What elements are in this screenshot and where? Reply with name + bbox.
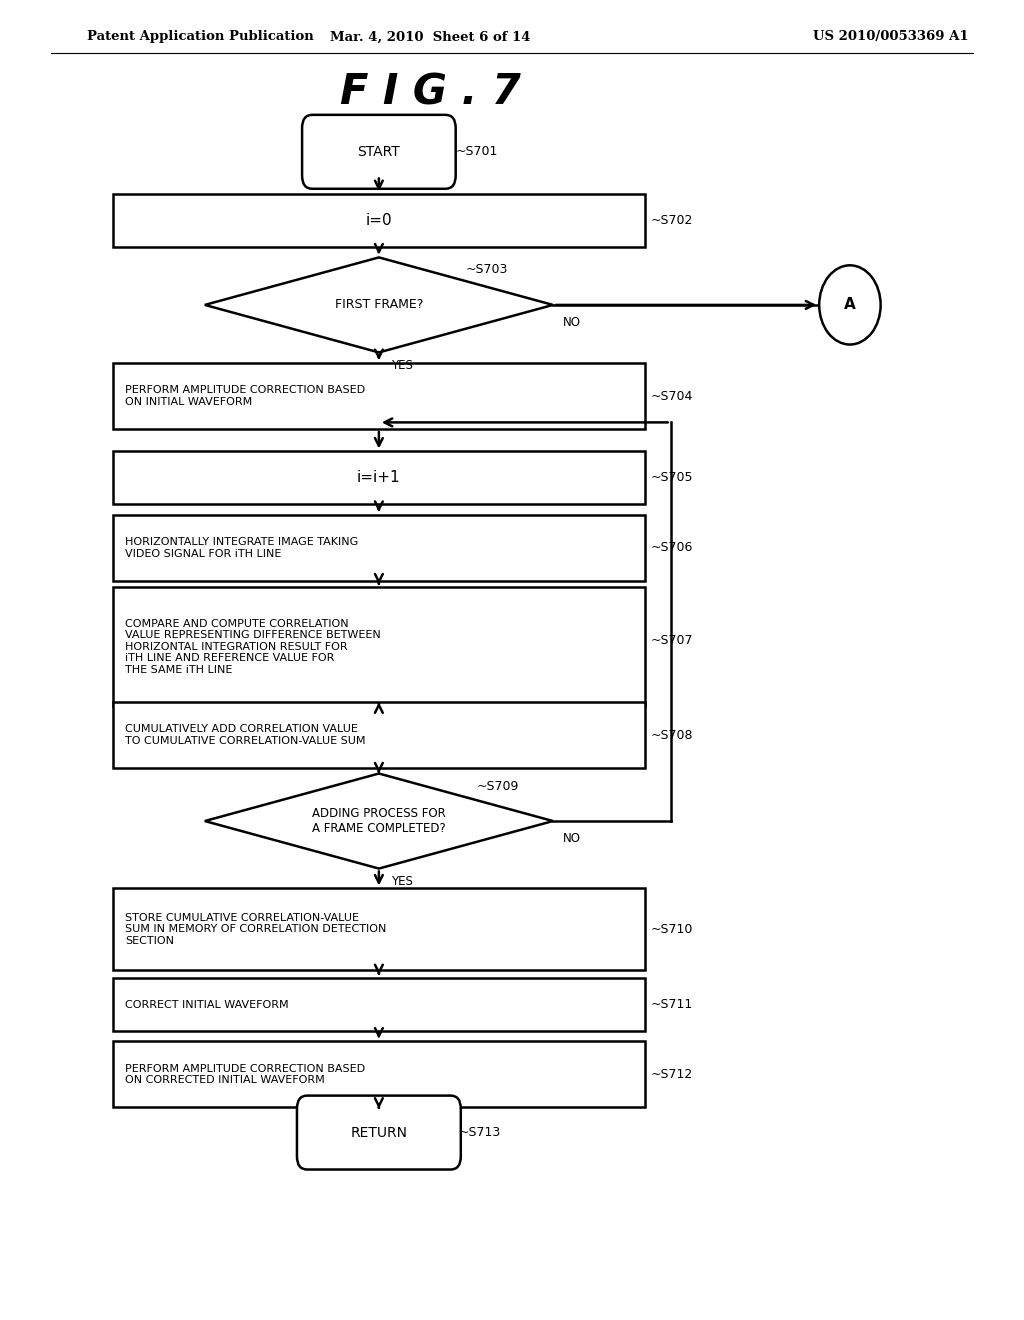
Text: COMPARE AND COMPUTE CORRELATION
VALUE REPRESENTING DIFFERENCE BETWEEN
HORIZONTAL: COMPARE AND COMPUTE CORRELATION VALUE RE…: [125, 619, 381, 675]
Text: YES: YES: [391, 359, 413, 372]
Text: ~S701: ~S701: [456, 145, 498, 158]
Text: ~S707: ~S707: [650, 634, 693, 647]
Text: ~S705: ~S705: [650, 471, 693, 484]
Text: START: START: [357, 145, 400, 158]
Text: ~S711: ~S711: [650, 998, 692, 1011]
Text: RETURN: RETURN: [350, 1126, 408, 1139]
Text: ~S708: ~S708: [650, 729, 693, 742]
Text: ~S706: ~S706: [650, 541, 692, 554]
Text: ~S702: ~S702: [650, 214, 692, 227]
Polygon shape: [205, 257, 553, 352]
Text: ~S704: ~S704: [650, 389, 692, 403]
Text: F I G . 7: F I G . 7: [340, 71, 520, 114]
FancyBboxPatch shape: [113, 702, 645, 768]
Circle shape: [819, 265, 881, 345]
FancyBboxPatch shape: [113, 451, 645, 504]
Text: ~S713: ~S713: [459, 1126, 501, 1139]
Text: CORRECT INITIAL WAVEFORM: CORRECT INITIAL WAVEFORM: [125, 999, 289, 1010]
Text: i=0: i=0: [366, 213, 392, 228]
FancyBboxPatch shape: [113, 587, 645, 706]
Text: NO: NO: [563, 832, 582, 845]
FancyBboxPatch shape: [113, 888, 645, 970]
Text: ~S709: ~S709: [476, 780, 518, 793]
Text: ~S703: ~S703: [466, 263, 508, 276]
FancyBboxPatch shape: [113, 515, 645, 581]
Text: FIRST FRAME?: FIRST FRAME?: [335, 298, 423, 312]
Text: HORIZONTALLY INTEGRATE IMAGE TAKING
VIDEO SIGNAL FOR iTH LINE: HORIZONTALLY INTEGRATE IMAGE TAKING VIDE…: [125, 537, 358, 558]
Text: ~S710: ~S710: [650, 923, 692, 936]
FancyBboxPatch shape: [113, 1041, 645, 1107]
Text: ~S712: ~S712: [650, 1068, 692, 1081]
Text: ADDING PROCESS FOR
A FRAME COMPLETED?: ADDING PROCESS FOR A FRAME COMPLETED?: [312, 807, 445, 836]
Text: YES: YES: [391, 875, 413, 888]
FancyBboxPatch shape: [113, 194, 645, 247]
Polygon shape: [205, 774, 553, 869]
FancyBboxPatch shape: [113, 978, 645, 1031]
FancyBboxPatch shape: [302, 115, 456, 189]
Text: A: A: [844, 297, 856, 313]
Text: Mar. 4, 2010  Sheet 6 of 14: Mar. 4, 2010 Sheet 6 of 14: [330, 30, 530, 44]
Text: Patent Application Publication: Patent Application Publication: [87, 30, 313, 44]
Text: US 2010/0053369 A1: US 2010/0053369 A1: [813, 30, 969, 44]
FancyBboxPatch shape: [113, 363, 645, 429]
Text: STORE CUMULATIVE CORRELATION-VALUE
SUM IN MEMORY OF CORRELATION DETECTION
SECTIO: STORE CUMULATIVE CORRELATION-VALUE SUM I…: [125, 912, 386, 946]
Text: i=i+1: i=i+1: [357, 470, 400, 486]
Text: CUMULATIVELY ADD CORRELATION VALUE
TO CUMULATIVE CORRELATION-VALUE SUM: CUMULATIVELY ADD CORRELATION VALUE TO CU…: [125, 725, 366, 746]
Text: NO: NO: [563, 315, 582, 329]
FancyBboxPatch shape: [297, 1096, 461, 1170]
Text: PERFORM AMPLITUDE CORRECTION BASED
ON INITIAL WAVEFORM: PERFORM AMPLITUDE CORRECTION BASED ON IN…: [125, 385, 365, 407]
Text: PERFORM AMPLITUDE CORRECTION BASED
ON CORRECTED INITIAL WAVEFORM: PERFORM AMPLITUDE CORRECTION BASED ON CO…: [125, 1064, 365, 1085]
